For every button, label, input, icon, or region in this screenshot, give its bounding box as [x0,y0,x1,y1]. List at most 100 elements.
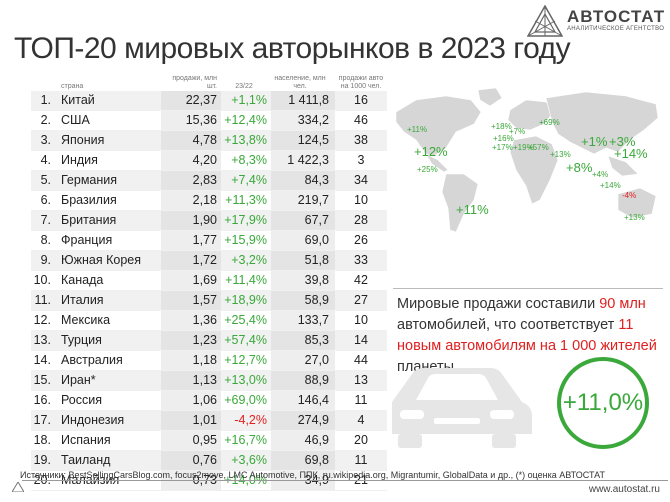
cell-per1000: 13 [335,370,387,391]
map-label-france: +16% [493,134,514,143]
table-row: 17. Индонезия 1,01 -4,2% 274,9 4 [31,410,387,431]
cell-country: Австралия [57,350,161,371]
cell-sales: 1,72 [161,250,221,271]
cell-sales: 15,36 [161,110,221,131]
cell-country: Южная Корея [57,250,161,271]
cell-population: 69,0 [271,230,335,251]
rank-number: 5. [40,173,51,187]
col-header-growth: 23/22 [235,83,253,90]
map-label-canada: +11% [407,125,428,134]
summary-part-2: автомобилей, что соответствует [397,317,619,333]
cell-growth: +7,4% [221,170,271,191]
cell-per1000: 10 [335,190,387,211]
map-label-turkey: +57% [528,143,549,152]
cell-rank: 16. [31,390,57,411]
map-asia [545,91,659,155]
cell-population: 69,8 [271,450,335,471]
cell-sales: 1,90 [161,210,221,231]
footer-site-link[interactable]: www.autostat.ru [588,484,660,495]
cell-per1000: 10 [335,310,387,331]
cell-rank: 15. [31,370,57,391]
rank-number: 4. [40,153,51,167]
cell-rank: 18. [31,430,57,451]
table-row: 10. Канада 1,69 +11,4% 39,8 42 [31,270,387,291]
cell-sales: 4,78 [161,130,221,151]
map-north-america [395,95,482,157]
cell-country: Таиланд [57,450,161,471]
map-label-mexico: +25% [417,165,438,174]
rank-number: 18. [33,433,51,447]
map-label-iran: +13% [550,150,571,159]
cell-population: 85,3 [271,330,335,351]
cell-sales: 4,20 [161,150,221,171]
map-label-india: +8% [566,160,593,175]
cell-population: 146,4 [271,390,335,411]
footer-sources: Источники: BestSellingCarsBlog.com, focu… [20,470,605,480]
cell-population: 219,7 [271,190,335,211]
table-header-row: страна продажи, млн шт. 23/22 население,… [31,73,387,91]
autostat-logo: АВТОСТАТ АНАЛИТИЧЕСКОЕ АГЕНТСТВО [527,4,667,38]
logo-name: АВТОСТАТ [567,7,666,26]
footer-divider [22,480,668,481]
cell-rank: 11. [31,290,57,311]
table-row: 14. Австралия 1,18 +12,7% 27,0 44 [31,350,387,371]
map-label-italy: +19% [513,143,534,152]
cell-growth: +18,9% [221,290,271,311]
rank-number: 16. [33,393,51,407]
table-row: 1. Китай 22,37 +1,1% 1 411,8 16 [31,91,387,111]
cell-growth: +13,8% [221,130,271,151]
col-header-rank [31,73,57,91]
cell-growth: +1,1% [221,91,271,111]
cell-growth: +8,3% [221,150,271,171]
cell-growth: +3,6% [221,450,271,471]
ranking-table: страна продажи, млн шт. 23/22 население,… [31,73,387,491]
cell-sales: 1,36 [161,310,221,331]
table-row: 8. Франция 1,77 +15,9% 69,0 26 [31,230,387,251]
col-header-country: страна [61,83,84,90]
table-row: 18. Испания 0,95 +16,7% 46,9 20 [31,430,387,451]
cell-rank: 17. [31,410,57,431]
cell-population: 1 411,8 [271,91,335,111]
cell-rank: 10. [31,270,57,291]
footer-logo-icon [12,482,24,492]
map-europe [507,99,555,131]
cell-rank: 5. [31,170,57,191]
summary-part-1: Мировые продажи составили [397,296,600,312]
cell-sales: 1,06 [161,390,221,411]
cell-per1000: 14 [335,330,387,351]
cell-rank: 6. [31,190,57,211]
cell-population: 51,8 [271,250,335,271]
cell-population: 88,9 [271,370,335,391]
col-header-per1000: продажи авто на 1000 чел. [338,75,384,90]
map-label-germany: +7% [509,127,526,136]
cell-country: Италия [57,290,161,311]
cell-sales: 0,76 [161,450,221,471]
page-title: ТОП-20 мировых авторынков в 2023 году [14,32,571,65]
cell-growth: +17,9% [221,210,271,231]
cell-per1000: 26 [335,230,387,251]
map-label-korea: +3% [609,134,636,149]
cell-country: Япония [57,130,161,151]
cell-per1000: 16 [335,91,387,111]
cell-sales: 2,83 [161,170,221,191]
rank-number: 1. [40,93,51,107]
rank-number: 7. [40,213,51,227]
cell-country: Испания [57,430,161,451]
cell-rank: 9. [31,250,57,271]
cell-population: 27,0 [271,350,335,371]
table-row: 6. Бразилия 2,18 +11,3% 219,7 10 [31,190,387,211]
cell-per1000: 38 [335,130,387,151]
cell-population: 46,9 [271,430,335,451]
logo-subtitle: АНАЛИТИЧЕСКОЕ АГЕНТСТВО [567,26,665,32]
rank-number: 8. [40,233,51,247]
world-map [395,87,659,233]
rank-number: 9. [40,253,51,267]
cell-population: 67,7 [271,210,335,231]
cell-growth: +12,7% [221,350,271,371]
rank-number: 3. [40,133,51,147]
table-row: 13. Турция 1,23 +57,4% 85,3 14 [31,330,387,351]
cell-per1000: 11 [335,390,387,411]
cell-growth: +13,0% [221,370,271,391]
cell-growth: +25,4% [221,310,271,331]
rank-number: 17. [33,413,51,427]
